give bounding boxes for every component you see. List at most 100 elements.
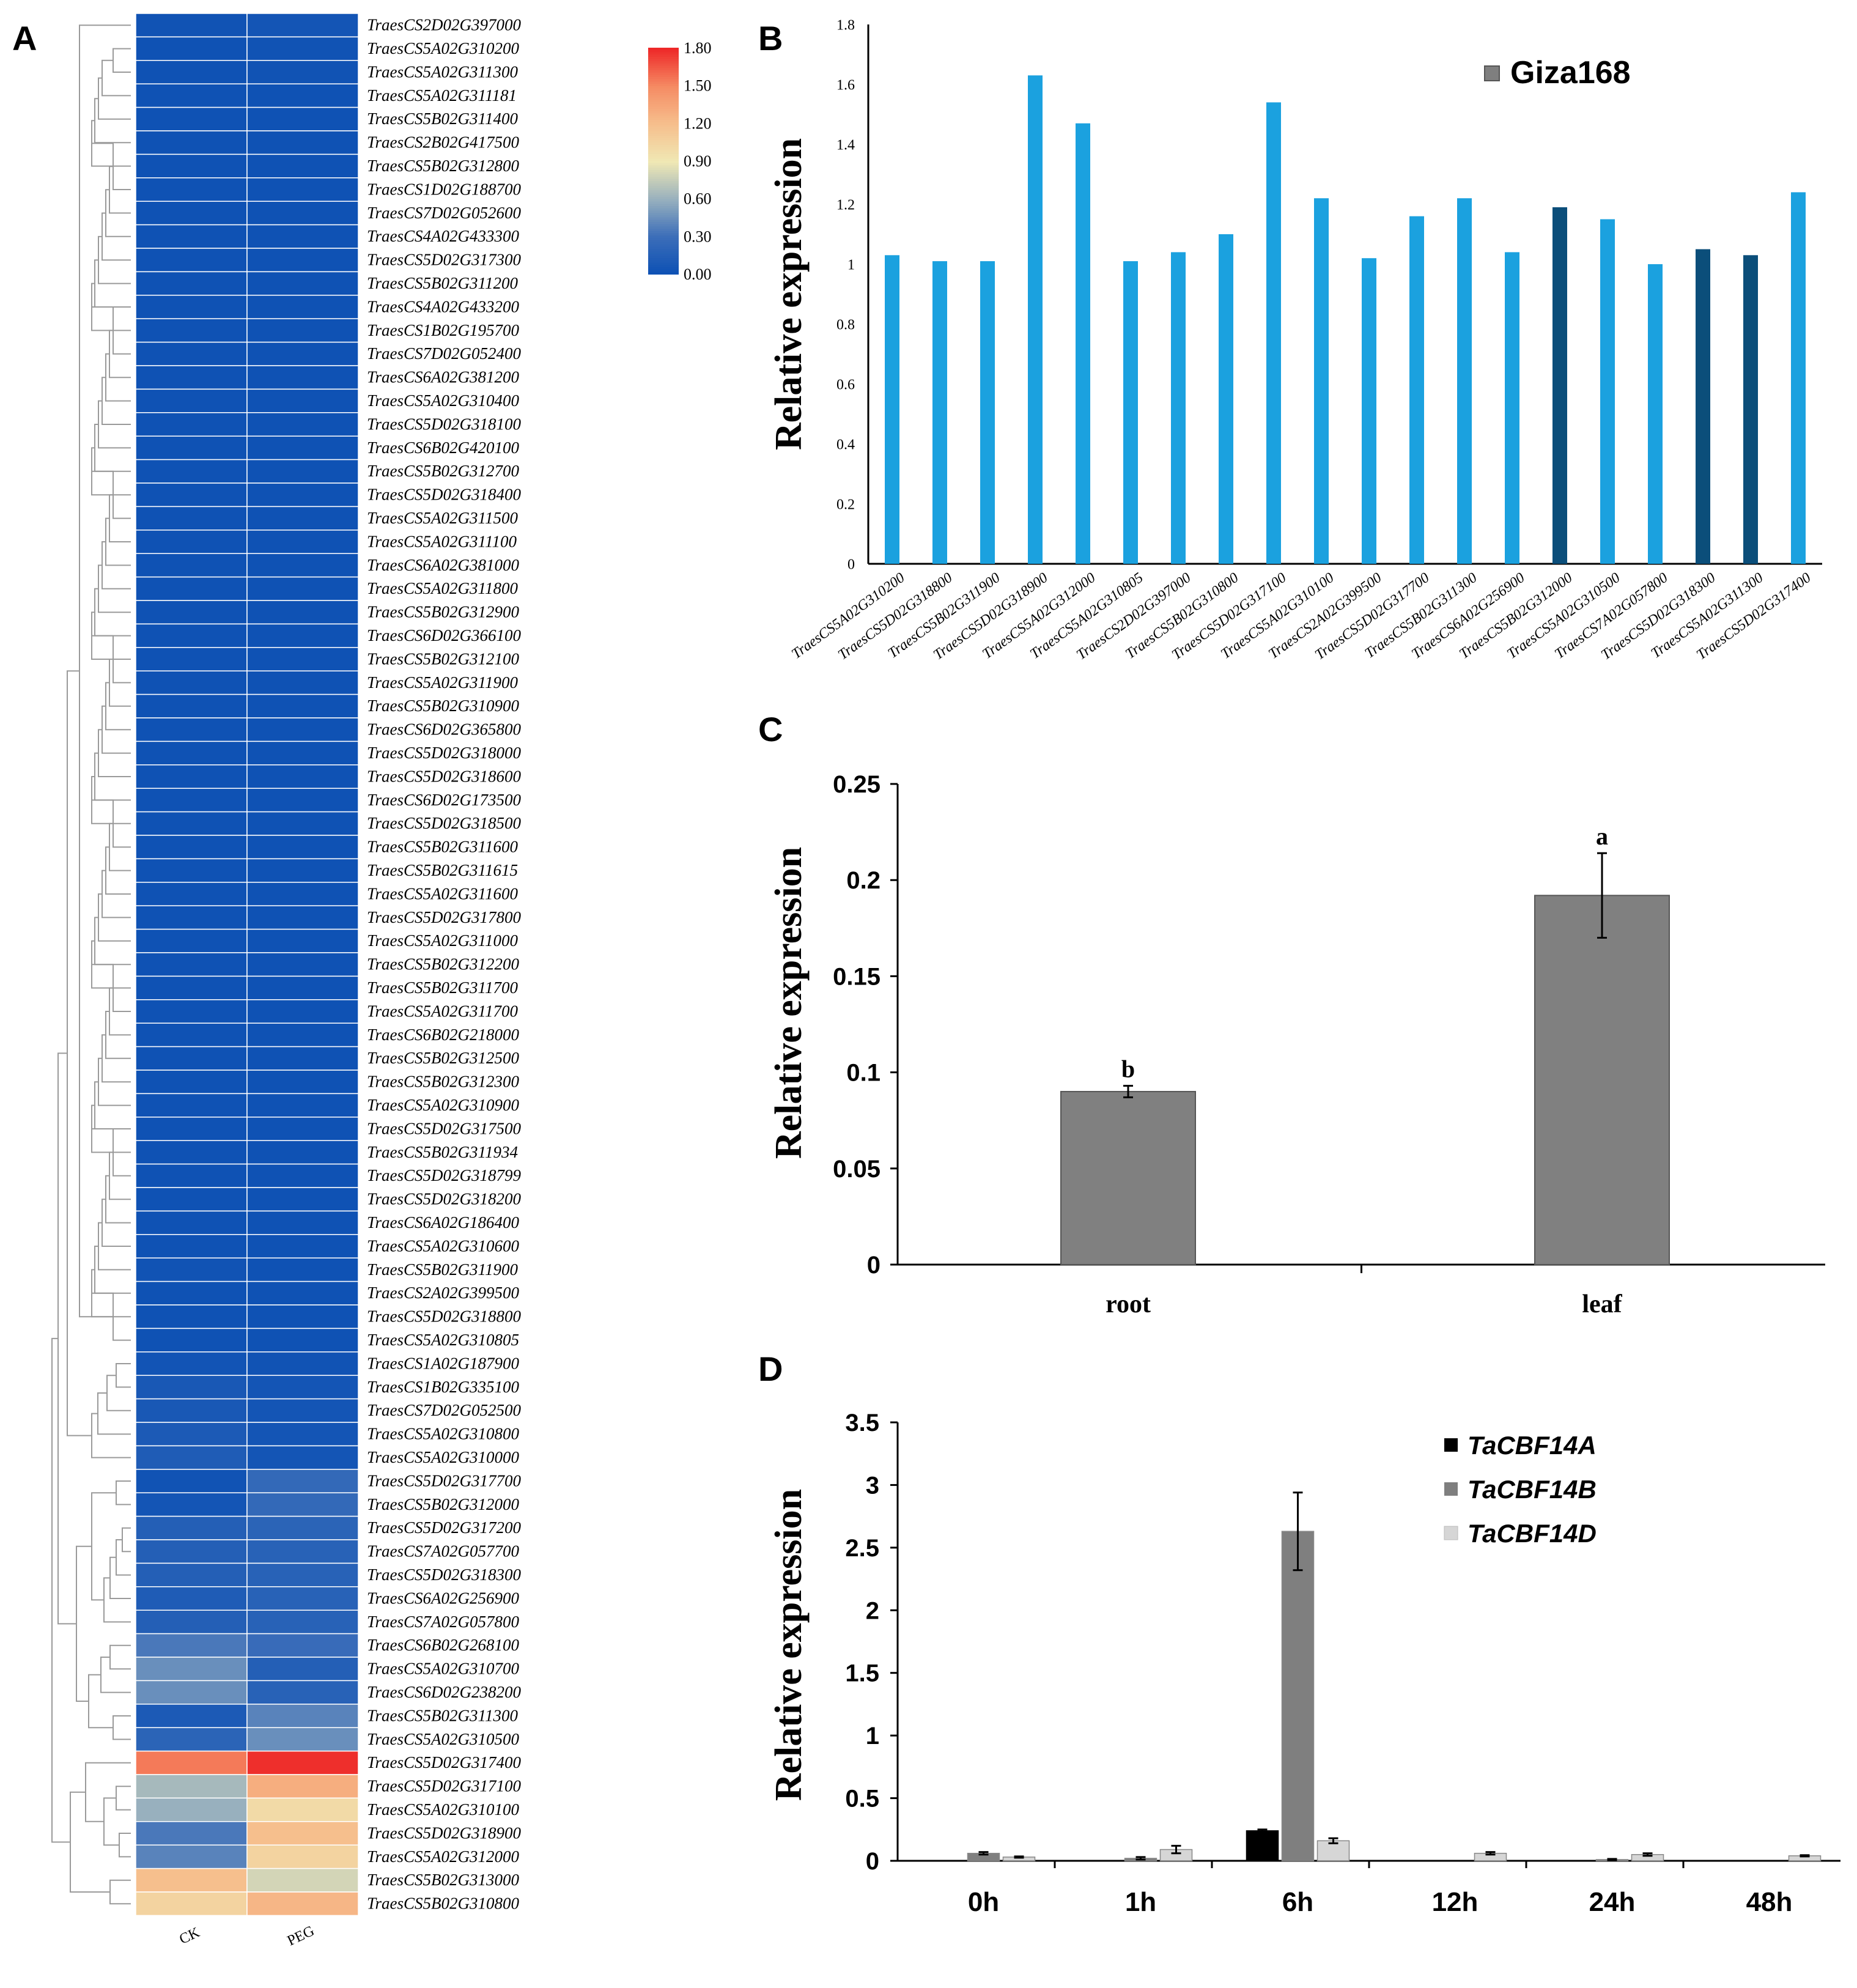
heatmap-cell: [135, 177, 248, 202]
heatmap-cell: [246, 999, 359, 1024]
heatmap-cell: [246, 1304, 359, 1329]
gene-label: TraesCS5B02G311200: [367, 274, 519, 292]
heatmap-cell: [135, 788, 248, 813]
legend-label: TaCBF14D: [1468, 1519, 1597, 1548]
bar: [1409, 216, 1424, 564]
heatmap-cell: [246, 1774, 359, 1799]
colorbar-segment: [648, 172, 679, 176]
heatmap-cell: [135, 811, 248, 836]
gene-label: TraesCS5A02G310805: [367, 1331, 519, 1349]
heatmap-cell: [246, 1492, 359, 1517]
colorbar-segment: [648, 102, 679, 105]
y-tick-label: 1: [847, 257, 855, 273]
dendrogram-branch: [116, 1363, 131, 1388]
bar: [1696, 249, 1710, 564]
gene-label: TraesCS5B02G312300: [367, 1073, 520, 1091]
heatmap-cell: [135, 717, 248, 742]
colorbar-segment: [648, 210, 679, 214]
heatmap-cell: [135, 882, 248, 906]
heatmap-cell: [135, 1422, 248, 1447]
colorbar-segment: [648, 179, 679, 182]
heatmap-cell: [135, 1234, 248, 1258]
y-tick-label: 0.2: [836, 497, 855, 512]
heatmap-cell: [246, 1797, 359, 1822]
bar-chart-d: 0 0.5 1 1.5 2 2.5 3 3.5 0h 1h 6h 12h 24h 48h TaCBF14A T…: [768, 1410, 1840, 1917]
heatmap-cell: [135, 1398, 248, 1423]
heatmap-cell: [246, 1328, 359, 1353]
bar: [1281, 1531, 1315, 1861]
gene-label: TraesCS5B02G311600: [367, 838, 519, 856]
heatmap-cell: [135, 741, 248, 766]
heatmap-cell: [135, 83, 248, 108]
colorbar-segment: [648, 229, 679, 232]
gene-label: TraesCS5D02G317800: [367, 908, 522, 926]
bar: [1266, 102, 1281, 564]
heatmap-cell: [246, 1422, 359, 1447]
bar: [1457, 198, 1472, 564]
colorbar-segment: [648, 190, 679, 193]
colorbar-segment: [648, 50, 679, 53]
gene-label: TraesCS7D02G052400: [367, 344, 522, 363]
heatmap-cell: [246, 1046, 359, 1071]
heatmap-cell: [135, 60, 248, 84]
colorbar-segment: [648, 242, 679, 245]
dendrogram-branch: [106, 1375, 131, 1411]
gene-label: TraesCS5A02G311600: [367, 884, 519, 903]
heatmap-cell: [246, 647, 359, 671]
heatmap-cell: [246, 1562, 359, 1587]
y-tick-label: 1.4: [836, 137, 855, 153]
colorbar-segment: [648, 235, 679, 238]
gene-label: TraesCS5D02G317300: [367, 251, 522, 269]
colorbar-segment: [648, 65, 679, 69]
heatmap-cell: [135, 1304, 248, 1329]
dendrogram-branch: [116, 1786, 131, 1811]
gene-label: TraesCS4A02G433300: [367, 227, 520, 245]
dendrogram-branch: [100, 1657, 131, 1693]
heatmap-cell: [135, 1445, 248, 1470]
x-tick-label: 48h: [1746, 1887, 1793, 1917]
heatmap-cell: [246, 928, 359, 953]
heatmap-cell: [246, 1140, 359, 1165]
colorbar-segment: [648, 133, 679, 137]
gene-label: TraesCS6D02G365800: [367, 720, 522, 739]
colorbar-segment: [648, 120, 679, 124]
colorbar-segment: [648, 129, 679, 132]
heatmap-cell: [135, 647, 248, 671]
heatmap-cell: [246, 1750, 359, 1775]
heatmap-cell: [246, 530, 359, 554]
dendrogram-branch: [113, 48, 131, 73]
heatmap-cell: [246, 1234, 359, 1258]
colorbar-segment: [648, 249, 679, 252]
heatmap-cell: [135, 1891, 248, 1916]
x-tick-label: 24h: [1589, 1887, 1636, 1917]
colorbar-segment: [648, 127, 679, 130]
gene-label: TraesCS5A02G311100: [367, 532, 517, 550]
gene-label: TraesCS5D02G318300: [367, 1565, 522, 1584]
heatmap-cell: [135, 1844, 248, 1869]
heatmap-cell: [246, 318, 359, 343]
colorbar-segment: [648, 161, 679, 164]
dendrogram-branch: [109, 1879, 131, 1905]
colorbar-segment: [648, 77, 679, 80]
gene-label: TraesCS7D02G052500: [367, 1401, 522, 1419]
gene-label: TraesCS5A02G312000: [367, 1847, 520, 1866]
dendrogram-branch: [76, 1545, 92, 1702]
colorbar-segment: [648, 251, 679, 254]
colorbar-segment: [648, 192, 679, 196]
colorbar-segment: [648, 165, 679, 169]
colorbar-segment: [648, 145, 679, 148]
y-tick-label: 1.6: [836, 77, 855, 93]
heatmap-cell: [246, 858, 359, 883]
colorbar-segment: [648, 79, 679, 83]
heatmap-cell: [246, 1163, 359, 1188]
heatmap-cell: [135, 530, 248, 554]
heatmap-cell: [246, 1469, 359, 1493]
colorbar-tick-label: 0.60: [684, 190, 712, 208]
gene-label: TraesCS5D02G317100: [367, 1777, 522, 1795]
gene-label: TraesCS5D02G317700: [367, 1471, 522, 1490]
gene-label: TraesCS5D02G317500: [367, 1119, 522, 1137]
colorbar-tick-label: 1.20: [684, 114, 712, 132]
heatmap-cell: [135, 388, 248, 413]
heatmap-cell: [246, 1022, 359, 1048]
dendrogram-branch: [97, 1392, 131, 1435]
